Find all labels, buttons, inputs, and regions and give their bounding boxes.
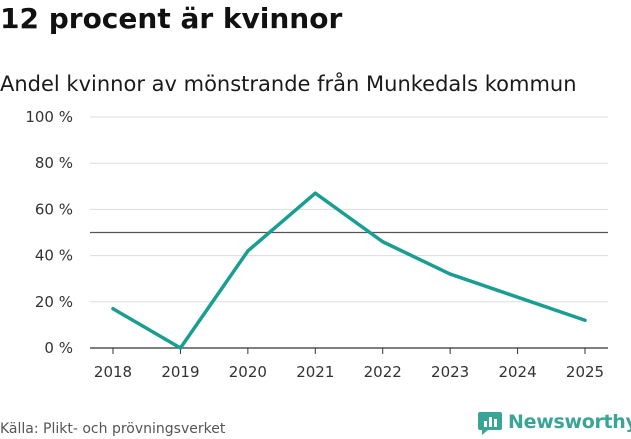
newsworthy-logo: Newsworthy bbox=[477, 408, 631, 436]
data-point bbox=[583, 318, 587, 322]
x-tick-label: 2021 bbox=[296, 363, 334, 381]
data-point bbox=[178, 346, 183, 350]
chart-title: 12 procent är kvinnor bbox=[0, 2, 343, 35]
line-chart: 0 % 20 % 40 % 60 % 80 % 100 % 2018 2019 2020 2021… bbox=[25, 108, 608, 381]
data-point bbox=[515, 295, 520, 299]
y-tick-label: 20 % bbox=[35, 293, 73, 311]
x-tick-label: 2024 bbox=[498, 363, 536, 381]
source-note: Källa: Plikt- och prövningsverket bbox=[0, 421, 226, 437]
y-tick-label: 0 % bbox=[44, 339, 73, 357]
x-tick-label: 2020 bbox=[229, 363, 267, 381]
data-point bbox=[111, 307, 115, 311]
data-point bbox=[313, 191, 317, 195]
x-tick-label: 2023 bbox=[431, 363, 469, 381]
x-tick-label: 2019 bbox=[161, 363, 199, 381]
data-point bbox=[381, 240, 385, 244]
y-tick-label: 60 % bbox=[35, 200, 73, 218]
series-line bbox=[111, 191, 587, 350]
newsworthy-logo-text: Newsworthy bbox=[508, 411, 631, 433]
x-tick-label: 2022 bbox=[364, 363, 402, 381]
data-point bbox=[448, 272, 452, 276]
newsworthy-logo-icon bbox=[478, 412, 502, 435]
x-tick-label: 2018 bbox=[94, 363, 132, 381]
y-tick-label: 100 % bbox=[25, 108, 73, 126]
grid-lines bbox=[90, 116, 608, 303]
x-tick-label: 2025 bbox=[566, 363, 604, 381]
y-tick-label: 40 % bbox=[35, 247, 73, 265]
data-point bbox=[246, 249, 250, 253]
axes: 0 % 20 % 40 % 60 % 80 % 100 % 2018 2019 2020 2021… bbox=[25, 108, 608, 381]
y-tick-label: 80 % bbox=[35, 154, 73, 172]
series-group bbox=[111, 191, 587, 350]
chart-subtitle: Andel kvinnor av mönstrande från Munkeda… bbox=[0, 72, 577, 96]
